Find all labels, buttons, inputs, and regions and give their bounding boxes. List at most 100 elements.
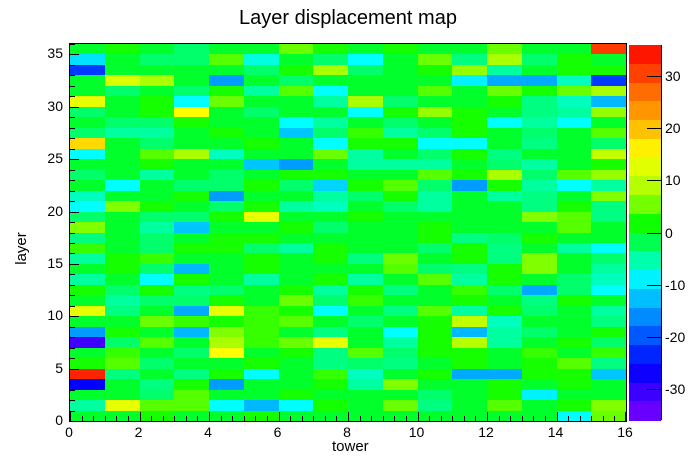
heatmap-cell: [417, 96, 453, 107]
y-axis-tick-label: 10: [47, 307, 63, 324]
heatmap-cell: [104, 358, 140, 369]
x-axis-tick-label: 8: [343, 424, 351, 440]
heatmap-cell: [209, 274, 244, 285]
heatmap-cell: [278, 284, 314, 296]
heatmap-cell: [243, 222, 279, 233]
heatmap-cell: [174, 347, 209, 359]
heatmap-cell: [243, 159, 279, 170]
heatmap-cell: [243, 326, 279, 338]
heatmap-cell: [313, 75, 348, 86]
heatmap-cell: [382, 337, 418, 348]
heatmap-cell: [487, 337, 522, 348]
heatmap-cell: [417, 75, 453, 86]
heatmap-cell: [487, 358, 522, 369]
heatmap-cell: [556, 169, 592, 181]
x-axis-tick: [533, 416, 535, 421]
x-axis-tick: [197, 416, 199, 421]
heatmap-cell: [243, 284, 279, 296]
x-axis-title: tower: [332, 438, 369, 455]
heatmap-cell: [313, 148, 348, 160]
heatmap-cell: [243, 410, 279, 421]
heatmap-cell: [382, 326, 418, 338]
heatmap-cell: [174, 85, 209, 97]
heatmap-cell: [174, 75, 209, 86]
heatmap-cell: [521, 201, 557, 212]
heatmap-cell: [174, 138, 209, 149]
y-axis-tick: [70, 54, 79, 56]
heatmap-cell: [556, 138, 592, 149]
heatmap-cell: [70, 96, 105, 107]
heatmap-cell: [521, 389, 557, 401]
heatmap-cell: [452, 96, 487, 107]
heatmap-cell: [209, 159, 244, 170]
heatmap-cell: [243, 242, 279, 254]
heatmap-cell: [313, 400, 348, 411]
heatmap-cell: [243, 64, 279, 76]
colorbar-band: [629, 101, 661, 121]
heatmap-cell: [417, 44, 453, 55]
heatmap-cell: [556, 222, 592, 233]
y-axis-tick: [70, 253, 75, 255]
heatmap-cell: [313, 222, 348, 233]
heatmap-cell: [209, 54, 244, 65]
heatmap-cell: [591, 44, 626, 55]
heatmap-cell: [139, 138, 175, 149]
heatmap-cell: [209, 148, 244, 160]
heatmap-cell: [591, 180, 626, 191]
heatmap-cell: [209, 263, 244, 275]
heatmap-cell: [209, 358, 244, 369]
heatmap-cell: [417, 284, 453, 296]
heatmap-cell: [417, 347, 453, 359]
heatmap-cell: [591, 253, 626, 264]
heatmap-cell: [556, 379, 592, 390]
heatmap-cell: [104, 368, 140, 380]
plot-area: [69, 43, 627, 422]
heatmap-cell: [209, 117, 244, 128]
heatmap-cell: [521, 64, 557, 76]
heatmap-cell: [313, 368, 348, 380]
heatmap-cell: [382, 284, 418, 296]
heatmap-cell: [521, 368, 557, 380]
heatmap-cell: [417, 274, 453, 285]
heatmap-cell: [209, 400, 244, 411]
y-axis-tick: [70, 232, 75, 234]
heatmap-cell: [209, 222, 244, 233]
heatmap-cell: [313, 389, 348, 401]
heatmap-cell: [521, 284, 557, 296]
heatmap-cell: [104, 180, 140, 191]
x-axis-tick: [278, 412, 280, 421]
heatmap-cell: [313, 85, 348, 97]
heatmap-cell: [487, 316, 522, 327]
heatmap-cell: [70, 389, 105, 401]
heatmap-cell: [313, 347, 348, 359]
heatmap-cell: [382, 274, 418, 285]
heatmap-cell: [139, 295, 175, 306]
heatmap-cell: [417, 159, 453, 170]
heatmap-cell: [556, 274, 592, 285]
heatmap-cell: [591, 284, 626, 296]
heatmap-cell: [556, 85, 592, 97]
heatmap-cell: [556, 106, 592, 118]
heatmap-cell: [556, 358, 592, 369]
heatmap-cell: [417, 138, 453, 149]
heatmap-cell: [139, 274, 175, 285]
heatmap-cell: [313, 159, 348, 170]
x-axis-tick-label: 0: [65, 424, 73, 440]
heatmap-cell: [209, 44, 244, 55]
heatmap-cell: [556, 44, 592, 55]
heatmap-cell: [209, 326, 244, 338]
heatmap-cell: [278, 368, 314, 380]
heatmap-cell: [591, 232, 626, 243]
heatmap-cell: [487, 274, 522, 285]
heatmap-cell: [313, 295, 348, 306]
heatmap-cell: [487, 159, 522, 170]
x-axis-tick: [290, 416, 292, 421]
colorbar-band: [629, 176, 661, 196]
x-axis-tick: [301, 416, 303, 421]
heatmap-cell: [104, 379, 140, 390]
heatmap-cell: [174, 379, 209, 390]
heatmap-cell: [521, 274, 557, 285]
heatmap-cell: [348, 358, 383, 369]
heatmap-cell: [243, 295, 279, 306]
heatmap-cell: [348, 379, 383, 390]
